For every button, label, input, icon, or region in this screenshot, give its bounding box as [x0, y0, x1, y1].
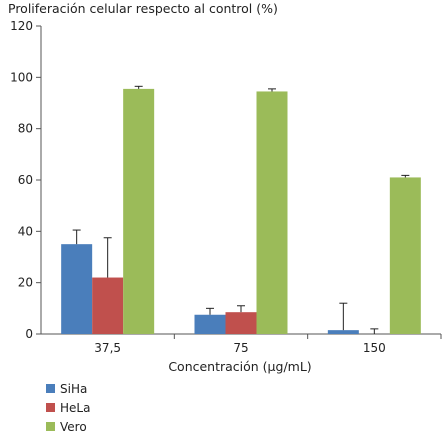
y-tick-label: 80: [18, 122, 33, 136]
x-tick-label: 37,5: [94, 341, 121, 355]
legend-label: HeLa: [60, 401, 90, 415]
legend: SiHa HeLa Vero: [46, 382, 90, 434]
x-tick-label: 150: [363, 341, 386, 355]
bar: [389, 177, 421, 334]
legend-label: Vero: [60, 420, 87, 434]
bar: [123, 88, 155, 334]
y-axis: 0 20 40 60 80 100 120: [10, 19, 42, 341]
legend-label: SiHa: [60, 382, 87, 396]
error-bars: [72, 85, 410, 334]
bar: [225, 312, 257, 334]
x-axis: 37,5 75 150: [41, 333, 442, 355]
bar: [92, 277, 124, 334]
legend-swatch: [46, 403, 55, 412]
y-tick-label: 0: [25, 327, 33, 341]
x-axis-label: Concentración (µg/mL): [168, 359, 311, 374]
y-tick-label: 60: [18, 173, 33, 187]
bars: [61, 88, 421, 334]
bar: [61, 244, 93, 334]
x-tick-label: 75: [233, 341, 248, 355]
legend-swatch: [46, 422, 55, 431]
chart-title: Proliferación celular respecto al contro…: [8, 1, 278, 16]
y-tick-label: 40: [18, 224, 33, 238]
bar: [194, 314, 226, 334]
y-tick-label: 100: [10, 70, 33, 84]
bar: [256, 91, 288, 334]
legend-swatch: [46, 384, 55, 393]
y-tick-label: 20: [18, 276, 33, 290]
y-tick-label: 120: [10, 19, 33, 33]
bar: [327, 330, 359, 334]
